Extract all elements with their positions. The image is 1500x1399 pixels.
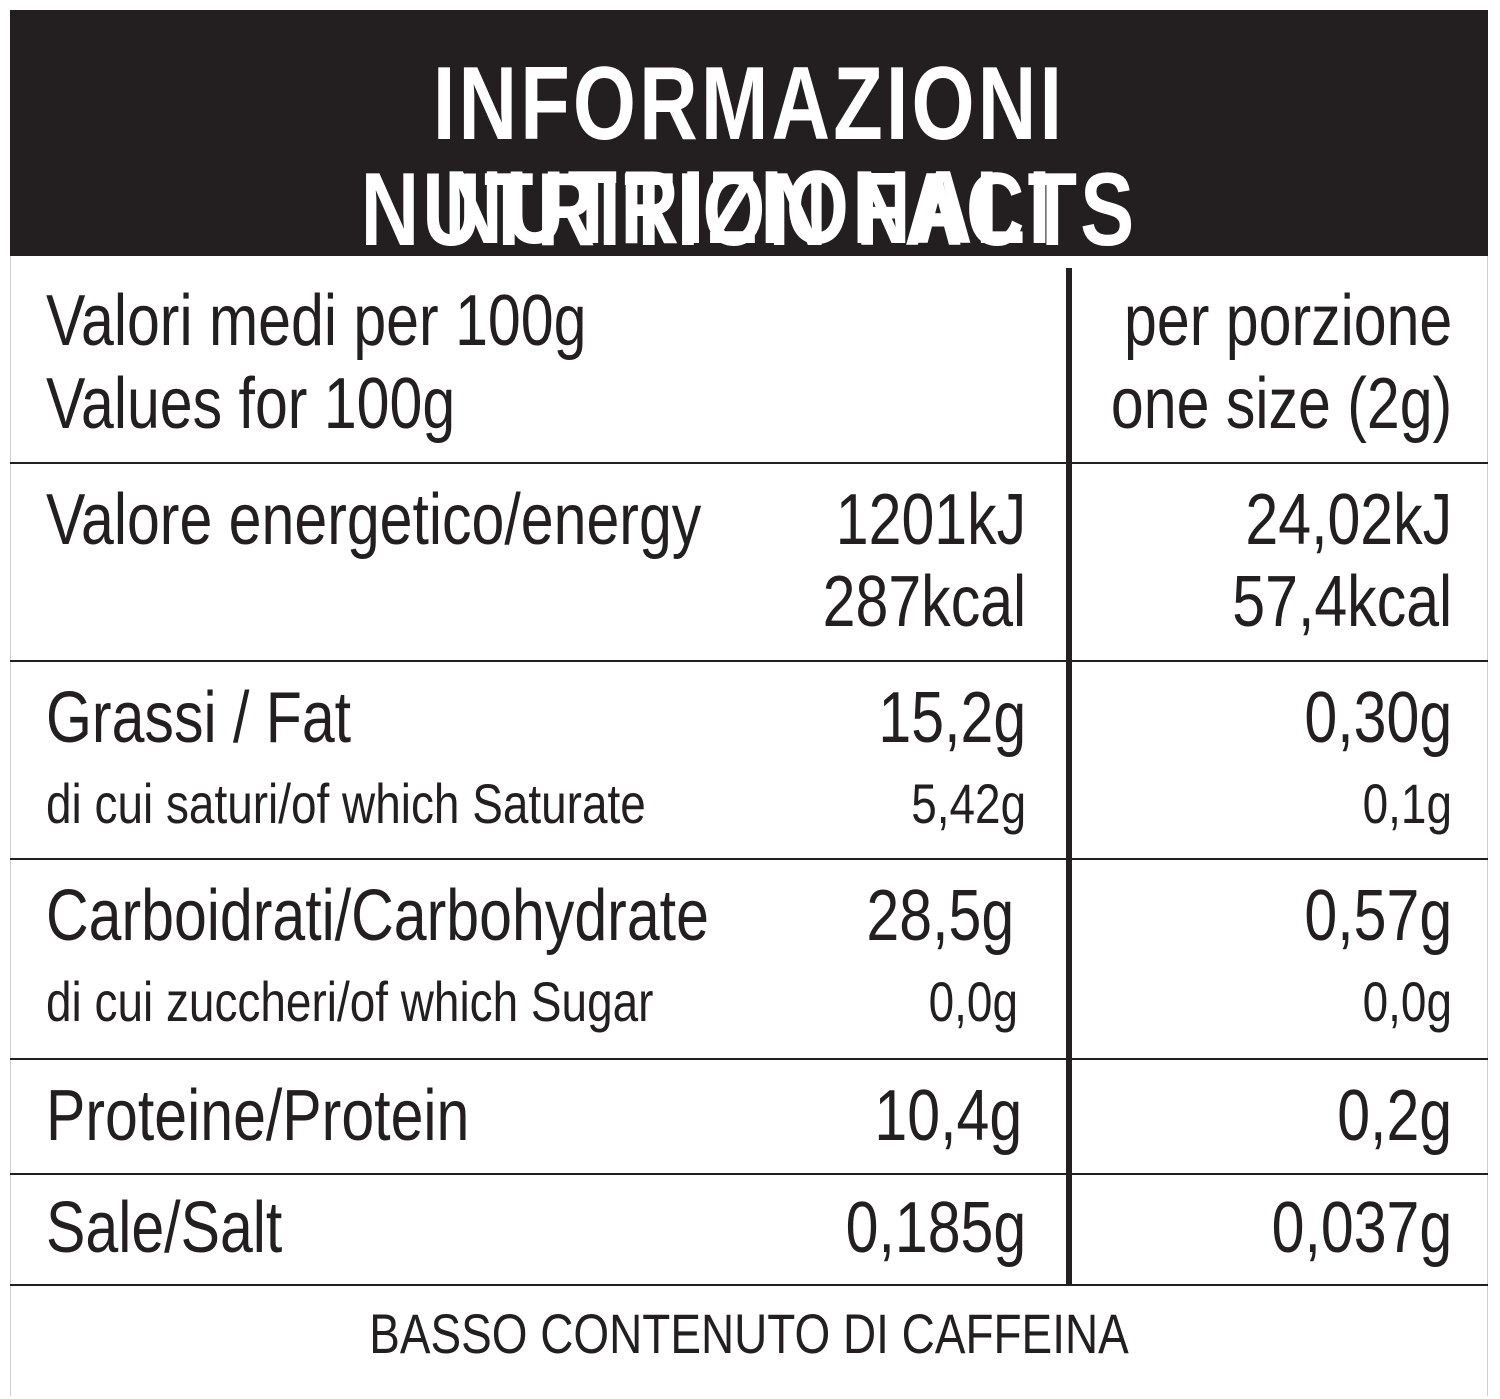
row-divider <box>10 1058 1488 1060</box>
per-100g-heading-en: Values for 100g <box>46 364 456 444</box>
energy-kj-per-100g: 1201kJ <box>835 480 1026 560</box>
title-english: NUTRITION FACTS <box>360 152 1138 268</box>
column-divider <box>1066 268 1072 1284</box>
carbohydrate-per-portion: 0,57g <box>1304 876 1452 956</box>
row-divider <box>10 462 1488 464</box>
per-portion-heading-en: one size (2g) <box>1110 364 1452 444</box>
saturates-per-portion: 0,1g <box>1362 772 1452 835</box>
salt-per-100g: 0,185g <box>845 1188 1026 1268</box>
fat-per-100g: 15,2g <box>878 678 1026 758</box>
salt-label: Sale/Salt <box>46 1188 283 1268</box>
sugar-per-portion: 0,0g <box>1362 970 1452 1033</box>
row-divider <box>10 1284 1488 1286</box>
energy-kj-per-portion: 24,02kJ <box>1245 480 1452 560</box>
carbohydrate-per-100g: 28,5g <box>866 876 1014 956</box>
energy-kcal-per-portion: 57,4kcal <box>1232 562 1452 642</box>
sugar-label: di cui zuccheri/of which Sugar <box>46 970 654 1033</box>
protein-per-portion: 0,2g <box>1337 1076 1452 1156</box>
row-divider <box>10 1173 1488 1175</box>
per-100g-heading-it: Valori medi per 100g <box>46 281 587 361</box>
carbohydrate-label: Carboidrati/Carbohydrate <box>46 876 709 956</box>
per-portion-heading-it: per porzione <box>1123 281 1452 361</box>
salt-per-portion: 0,037g <box>1271 1188 1452 1268</box>
protein-per-100g: 10,4g <box>874 1076 1022 1156</box>
sugar-per-100g: 0,0g <box>928 970 1018 1033</box>
energy-kcal-per-100g: 287kcal <box>822 562 1026 642</box>
fat-label: Grassi / Fat <box>46 678 352 758</box>
title-italian: INFORMAZIONI NUTRIZIONALI <box>432 46 1066 266</box>
caffeine-note: BASSO CONTENUTO DI CAFFEINA <box>369 1302 1129 1365</box>
saturates-label: di cui saturi/of which Saturate <box>46 772 646 835</box>
energy-label: Valore energetico/energy <box>46 480 702 560</box>
protein-label: Proteine/Protein <box>46 1076 470 1156</box>
row-divider <box>10 660 1488 662</box>
label-frame <box>10 10 1488 1396</box>
saturates-per-100g: 5,42g <box>911 772 1026 835</box>
title-banner: INFORMAZIONI NUTRIZIONALI NUTRITION FACT… <box>10 10 1488 262</box>
fat-per-portion: 0,30g <box>1304 678 1452 758</box>
row-divider <box>10 858 1488 860</box>
